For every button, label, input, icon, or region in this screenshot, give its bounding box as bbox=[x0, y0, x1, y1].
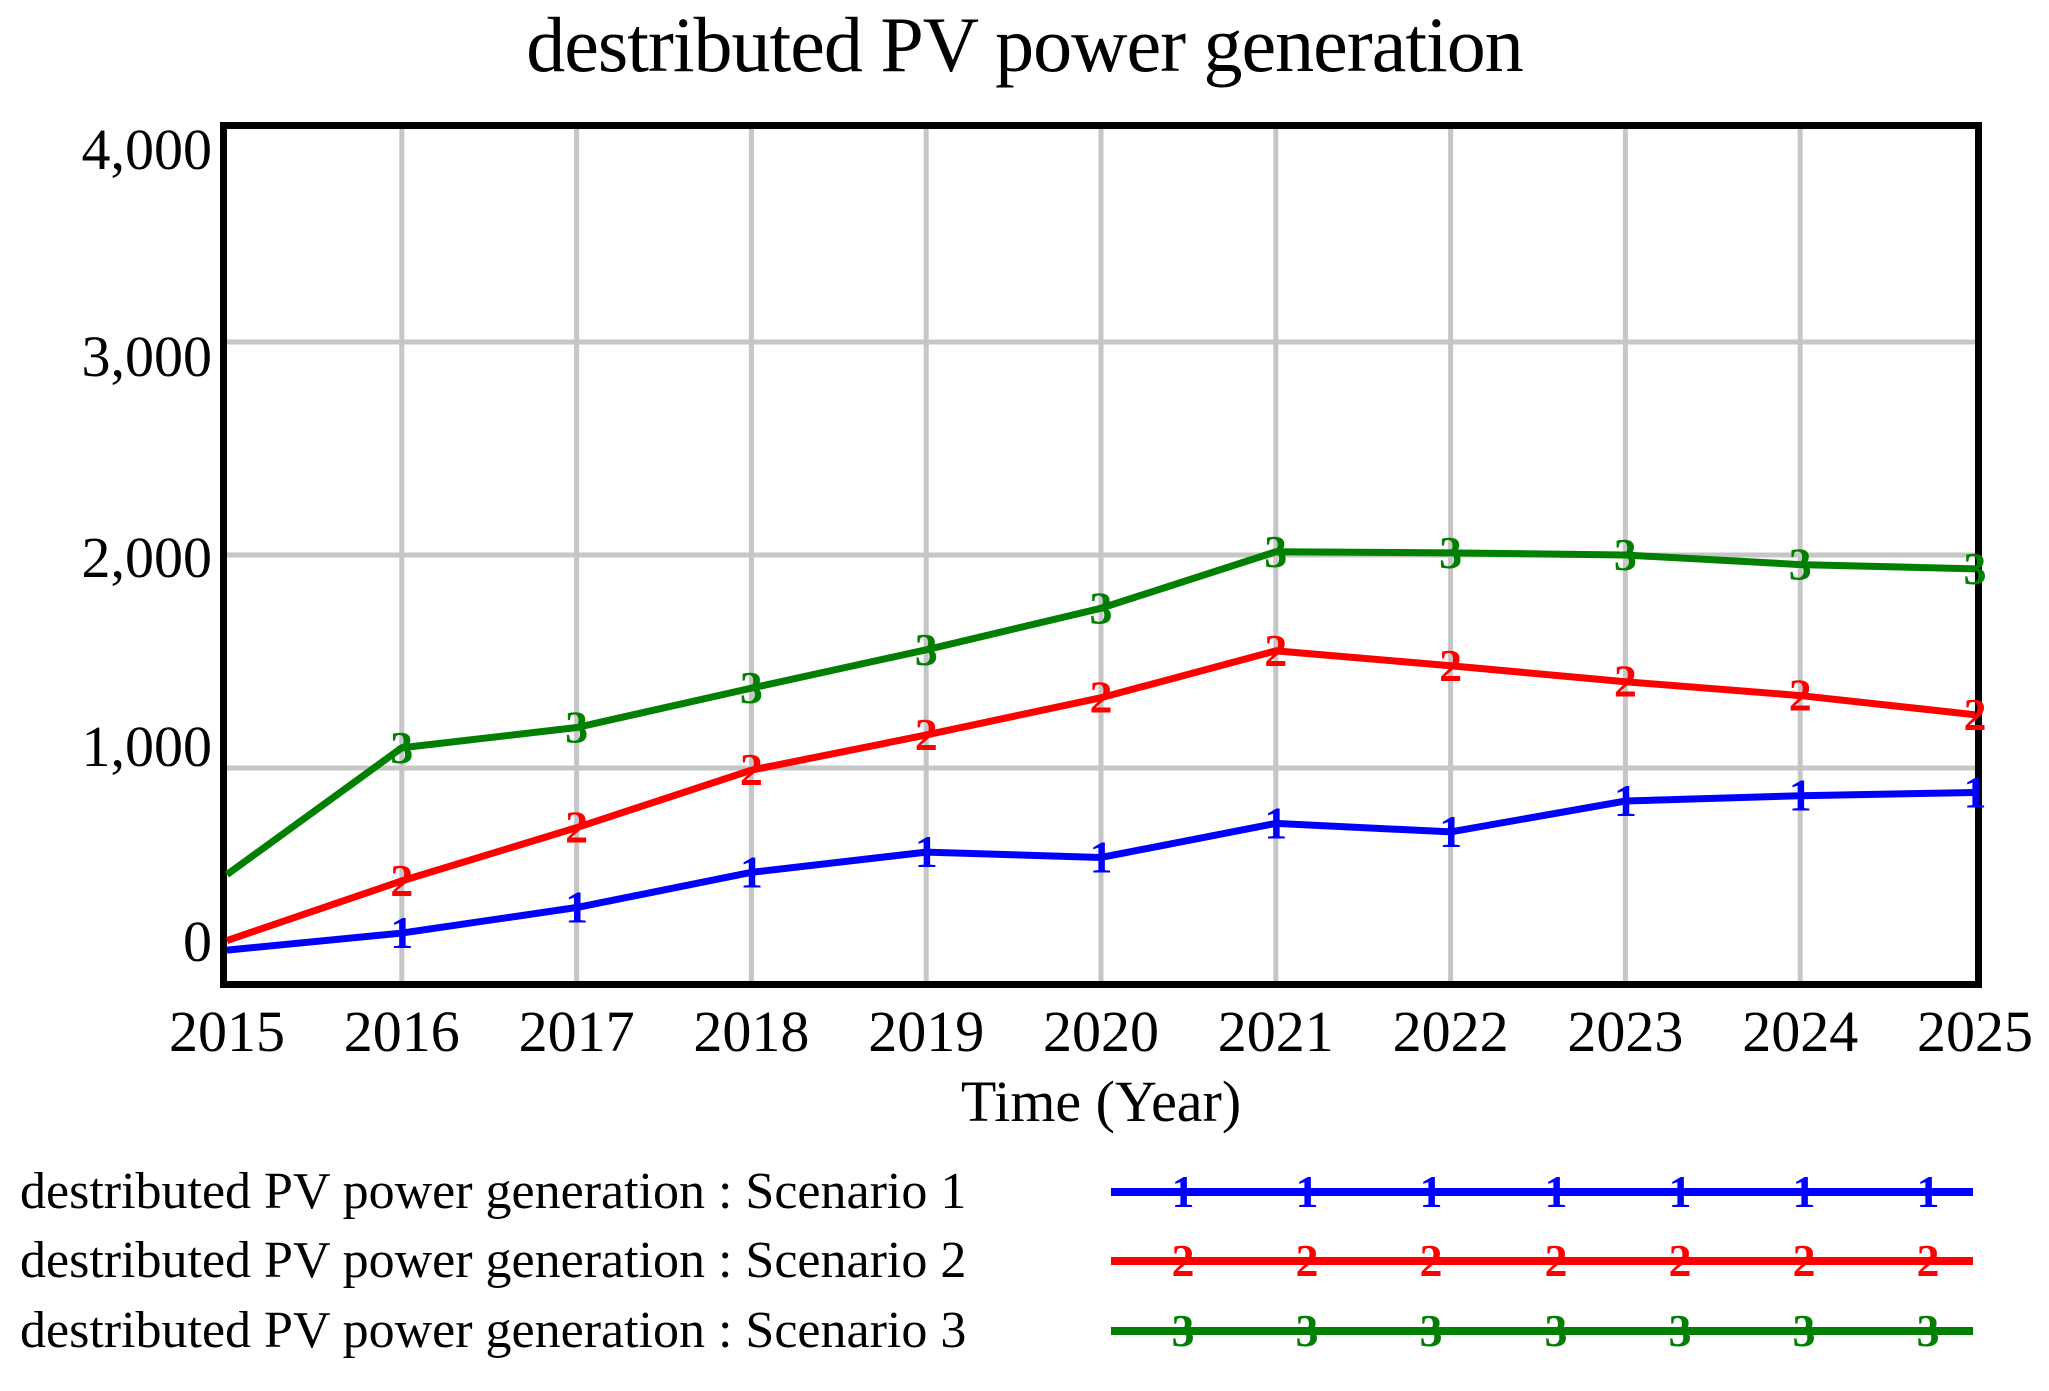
x-tick-label: 2020 bbox=[1043, 999, 1159, 1064]
legend-marker-digit: 3 bbox=[1172, 1305, 1195, 1356]
legend-label: destributed PV power generation : Scenar… bbox=[20, 1163, 967, 1220]
legend-marker-digit: 1 bbox=[1545, 1166, 1568, 1217]
x-tick-label: 2018 bbox=[693, 999, 810, 1064]
legend-marker-digit: 2 bbox=[1172, 1235, 1195, 1286]
legend-marker-digit: 2 bbox=[1296, 1235, 1319, 1286]
x-tick-label: 2019 bbox=[868, 999, 985, 1064]
legend-entry-scenario-2: destributed PV power generation : Scenar… bbox=[20, 1229, 2049, 1293]
chart-title: destributed PV power generation bbox=[526, 1, 1523, 88]
series-marker-scenario-2: 2 bbox=[915, 709, 938, 760]
series-marker-scenario-1: 1 bbox=[1614, 775, 1637, 826]
series-marker-scenario-2: 2 bbox=[1090, 672, 1113, 723]
x-tick-label: 2021 bbox=[1217, 999, 1334, 1064]
series-line-scenario-2 bbox=[225, 647, 1976, 944]
series-marker-scenario-2: 2 bbox=[1789, 670, 1812, 721]
series-marker-scenario-3: 3 bbox=[1614, 529, 1637, 580]
legend-marker-digit: 2 bbox=[1917, 1235, 1940, 1286]
series-marker-scenario-2: 2 bbox=[565, 802, 588, 853]
x-tick-label: 2024 bbox=[1742, 999, 1859, 1064]
x-tick-label: 2017 bbox=[518, 999, 635, 1064]
legend-marker-digit: 3 bbox=[1669, 1305, 1692, 1356]
legend-marker-digit: 1 bbox=[1917, 1166, 1940, 1217]
legend-label: destributed PV power generation : Scenar… bbox=[20, 1302, 967, 1359]
legend-marker-digit: 1 bbox=[1296, 1166, 1319, 1217]
series-marker-scenario-2: 2 bbox=[1264, 625, 1287, 676]
legend-line-sample: 1 1 1 1 1 1 1 bbox=[1111, 1166, 1973, 1217]
series-marker-scenario-1: 1 bbox=[1264, 797, 1287, 848]
x-tick-label: 2015 bbox=[169, 999, 285, 1064]
series-marker-scenario-3: 3 bbox=[565, 702, 588, 753]
series-marker-scenario-2: 2 bbox=[1964, 689, 1987, 740]
x-tick-label: 2016 bbox=[343, 999, 460, 1064]
series-marker-scenario-1: 1 bbox=[740, 846, 763, 897]
x-tick-label: 2025 bbox=[1917, 999, 2033, 1064]
series-marker-scenario-1: 1 bbox=[1090, 831, 1113, 882]
legend-marker-digit: 3 bbox=[1296, 1305, 1319, 1356]
series-marker-scenario-2: 2 bbox=[390, 855, 413, 906]
legend-line-sample: 3 3 3 3 3 3 3 bbox=[1111, 1305, 1973, 1356]
series-marker-scenario-1: 1 bbox=[1964, 766, 1987, 817]
series-line-scenario-3 bbox=[224, 548, 1976, 878]
series-marker-scenario-2: 2 bbox=[1614, 656, 1637, 707]
series-marker-scenario-1: 1 bbox=[390, 907, 413, 958]
legend-label: destributed PV power generation : Scenar… bbox=[20, 1232, 967, 1289]
legend-line-sample: 2 2 2 2 2 2 2 bbox=[1111, 1235, 1973, 1286]
series-marker-scenario-1: 1 bbox=[1439, 806, 1462, 857]
series-line-scenario-1 bbox=[226, 788, 1976, 954]
series-marker-scenario-3: 3 bbox=[740, 662, 763, 713]
series-marker-scenario-3: 3 bbox=[1439, 527, 1462, 578]
series-marker-scenario-3: 3 bbox=[1090, 582, 1113, 633]
legend-marker-digit: 1 bbox=[1420, 1166, 1443, 1217]
legend-marker-digit: 3 bbox=[1793, 1305, 1816, 1356]
y-tick-label: 4,000 bbox=[81, 117, 213, 182]
legend-marker-digit: 2 bbox=[1545, 1235, 1568, 1286]
legend-marker-digit: 3 bbox=[1917, 1305, 1940, 1356]
legend-marker-digit: 2 bbox=[1793, 1235, 1816, 1286]
legend-marker-digit: 2 bbox=[1669, 1235, 1692, 1286]
series-marker-scenario-3: 3 bbox=[1264, 526, 1287, 577]
series-marker-scenario-2: 2 bbox=[740, 744, 763, 795]
series-marker-scenario-3: 3 bbox=[915, 624, 938, 675]
y-tick-label: 3,000 bbox=[81, 324, 213, 389]
legend-marker-digit: 3 bbox=[1545, 1305, 1568, 1356]
legend-marker-digit: 1 bbox=[1669, 1166, 1692, 1217]
y-tick-label: 2,000 bbox=[81, 525, 213, 590]
series-marker-scenario-2: 2 bbox=[1439, 640, 1462, 691]
series-marker-scenario-1: 1 bbox=[915, 826, 938, 877]
x-axis-title: Time (Year) bbox=[960, 1069, 1242, 1134]
series-marker-scenario-1: 1 bbox=[565, 882, 588, 933]
legend-entry-scenario-3: destributed PV power generation : Scenar… bbox=[20, 1299, 2049, 1363]
series-marker-scenario-3: 3 bbox=[390, 722, 413, 773]
series-marker-scenario-3: 3 bbox=[1789, 539, 1812, 590]
y-tick-label: 1,000 bbox=[81, 714, 213, 779]
series-marker-scenario-1: 1 bbox=[1789, 770, 1812, 821]
legend-marker-digit: 1 bbox=[1172, 1166, 1195, 1217]
legend-marker-digit: 2 bbox=[1420, 1235, 1443, 1286]
legend-entry-scenario-1: destributed PV power generation : Scenar… bbox=[20, 1160, 2049, 1224]
series-marker-scenario-3: 3 bbox=[1964, 543, 1987, 594]
legend-marker-digit: 3 bbox=[1420, 1305, 1443, 1356]
x-tick-label: 2022 bbox=[1392, 999, 1509, 1064]
legend-marker-digit: 1 bbox=[1793, 1166, 1816, 1217]
y-tick-label: 0 bbox=[183, 909, 212, 974]
x-tick-label: 2023 bbox=[1567, 999, 1684, 1064]
